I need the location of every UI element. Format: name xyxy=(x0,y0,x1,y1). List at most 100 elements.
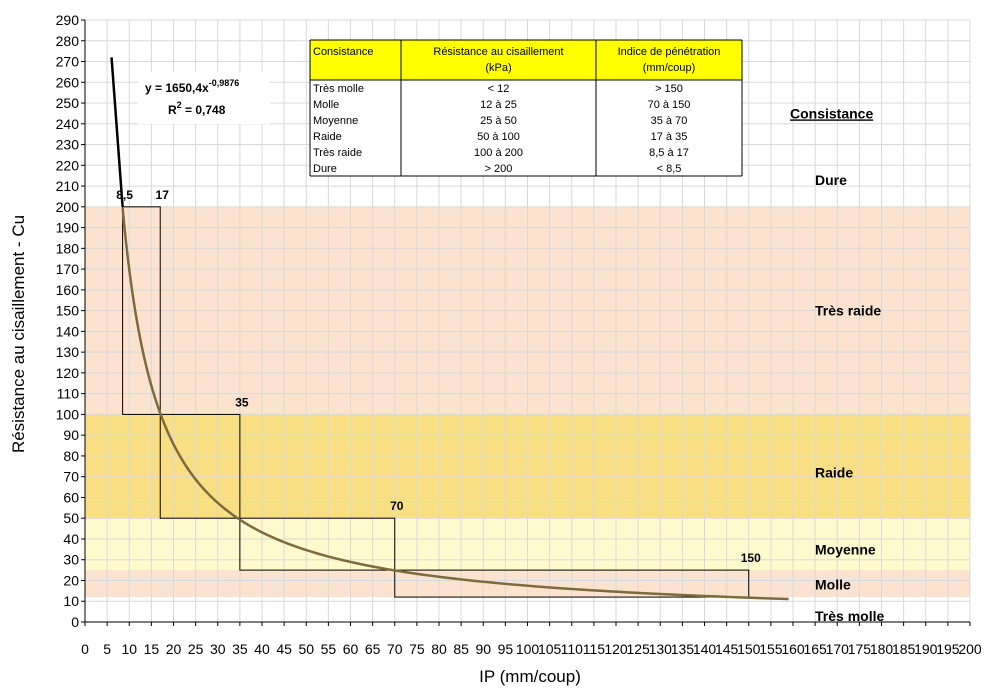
step-annotations: 8,5 17 35 70 150 xyxy=(116,188,761,565)
tick-labels: 0102030405060708090100110120130140150160… xyxy=(56,12,982,657)
y-tick-label-27: 270 xyxy=(56,54,80,70)
zone-label-5: Dure xyxy=(815,172,847,188)
x-tick-label-35: 175 xyxy=(848,641,872,657)
zone-label-4: Très raide xyxy=(815,303,881,319)
table-cell-0-0: Très molle xyxy=(313,83,364,95)
x-tick-label-40: 200 xyxy=(958,641,982,657)
x-tick-label-16: 80 xyxy=(431,641,447,657)
y-tick-label-11: 110 xyxy=(57,386,80,402)
y-tick-label-1: 10 xyxy=(63,593,79,609)
step-box-1 xyxy=(159,413,241,519)
x-tick-label-5: 25 xyxy=(188,641,204,657)
y-tick-label-12: 120 xyxy=(56,365,80,381)
x-tick-label-8: 40 xyxy=(254,641,270,657)
table-cell-4-0: Très raide xyxy=(313,147,362,159)
x-tick-label-19: 95 xyxy=(498,641,514,657)
fit-equation-base: y = 1650,4x xyxy=(145,81,209,95)
table-header-1-line2: (kPa) xyxy=(485,62,511,74)
fit-equation: y = 1650,4x-0,9876 xyxy=(145,78,239,95)
zone-label-0: Très molle xyxy=(815,608,884,624)
step-box-3 xyxy=(394,569,750,598)
table-cell-2-2: 35 à 70 xyxy=(651,115,688,127)
equation-box: y = 1650,4x-0,9876 R2 = 0,748 xyxy=(138,72,270,124)
y-tick-label-3: 30 xyxy=(63,552,79,568)
x-tick-label-20: 100 xyxy=(516,641,540,657)
table-header-1-line1: Résistance au cisaillement xyxy=(433,46,563,58)
x-tick-label-26: 130 xyxy=(649,641,673,657)
x-tick-label-36: 180 xyxy=(870,641,894,657)
x-tick-label-14: 70 xyxy=(387,641,403,657)
y-tick-label-5: 50 xyxy=(63,510,79,526)
table-cell-3-1: 50 à 100 xyxy=(477,131,520,143)
y-tick-label-15: 150 xyxy=(56,303,80,319)
y-tick-label-24: 240 xyxy=(56,116,80,132)
table-cell-1-2: 70 à 150 xyxy=(648,99,691,111)
y-tick-label-19: 190 xyxy=(56,220,80,236)
table-cell-0-1: < 12 xyxy=(488,83,510,95)
table-header-bg xyxy=(310,40,742,80)
y-tick-label-9: 90 xyxy=(63,427,79,443)
zone-label-3: Raide xyxy=(815,465,853,481)
table-cell-4-1: 100 à 200 xyxy=(474,147,523,159)
x-tick-label-9: 45 xyxy=(276,641,292,657)
fit-r-squared-prefix: R xyxy=(168,103,177,117)
fit-r-squared-value: = 0,748 xyxy=(182,103,226,117)
y-tick-label-17: 170 xyxy=(56,261,80,277)
y-tick-label-22: 220 xyxy=(56,157,80,173)
x-tick-label-23: 115 xyxy=(583,641,606,657)
table-cell-1-0: Molle xyxy=(313,99,339,111)
table-cell-3-2: 17 à 35 xyxy=(651,131,688,143)
x-tick-label-12: 60 xyxy=(343,641,359,657)
x-tick-label-17: 85 xyxy=(453,641,469,657)
table-cell-3-0: Raide xyxy=(313,131,342,143)
y-tick-label-21: 210 xyxy=(56,178,80,194)
table-header-2-line1: Indice de pénétration xyxy=(618,46,721,58)
y-tick-label-0: 0 xyxy=(71,614,79,630)
step-boxes xyxy=(122,206,750,598)
step-annotation-1: 17 xyxy=(156,188,170,202)
consistency-table: Consistance Résistance au cisaillement (kP… xyxy=(309,39,743,177)
y-tick-label-2: 20 xyxy=(63,572,79,588)
y-tick-label-23: 230 xyxy=(56,137,80,153)
zone-label-1: Molle xyxy=(815,577,851,593)
y-axis-title: Résistance au cisaillement - Cu xyxy=(9,215,28,453)
table-cell-5-1: > 200 xyxy=(485,163,513,175)
table-cell-5-0: Dure xyxy=(313,163,337,175)
y-tick-label-25: 250 xyxy=(56,95,80,111)
zone-heading: Consistance xyxy=(790,105,873,121)
trend-line-black xyxy=(110,57,124,207)
table-body-bg xyxy=(310,80,742,176)
y-tick-label-4: 40 xyxy=(63,531,79,547)
y-tick-label-7: 70 xyxy=(63,469,79,485)
y-tick-label-6: 60 xyxy=(63,489,79,505)
x-tick-label-1: 5 xyxy=(103,641,111,657)
y-tick-label-26: 260 xyxy=(56,74,80,90)
y-tick-label-10: 100 xyxy=(56,406,80,422)
x-tick-label-0: 0 xyxy=(81,641,89,657)
fit-curve xyxy=(121,207,789,601)
x-tick-label-24: 120 xyxy=(604,641,628,657)
x-tick-label-38: 190 xyxy=(914,641,938,657)
table-header-0: Consistance xyxy=(313,46,374,58)
x-tick-label-10: 50 xyxy=(298,641,314,657)
x-tick-label-11: 55 xyxy=(321,641,337,657)
fit-r-squared-sup: 2 xyxy=(177,100,182,110)
x-tick-label-6: 30 xyxy=(210,641,226,657)
x-tick-label-7: 35 xyxy=(232,641,248,657)
x-tick-label-32: 160 xyxy=(781,641,805,657)
y-tick-label-13: 130 xyxy=(56,344,80,360)
x-tick-label-39: 195 xyxy=(936,641,960,657)
x-tick-label-34: 170 xyxy=(826,641,850,657)
y-tick-label-28: 280 xyxy=(56,33,80,49)
step-box-2 xyxy=(239,517,396,571)
fit-r-squared: R2 = 0,748 xyxy=(168,100,226,117)
table-cell-2-1: 25 à 50 xyxy=(480,115,517,127)
step-annotation-4: 150 xyxy=(741,551,761,565)
x-tick-label-22: 110 xyxy=(561,641,584,657)
x-tick-label-31: 155 xyxy=(759,641,783,657)
x-tick-label-25: 125 xyxy=(626,641,650,657)
fit-equation-exponent: -0,9876 xyxy=(209,78,240,88)
x-tick-label-15: 75 xyxy=(409,641,425,657)
table-cell-1-1: 12 à 25 xyxy=(480,99,517,111)
